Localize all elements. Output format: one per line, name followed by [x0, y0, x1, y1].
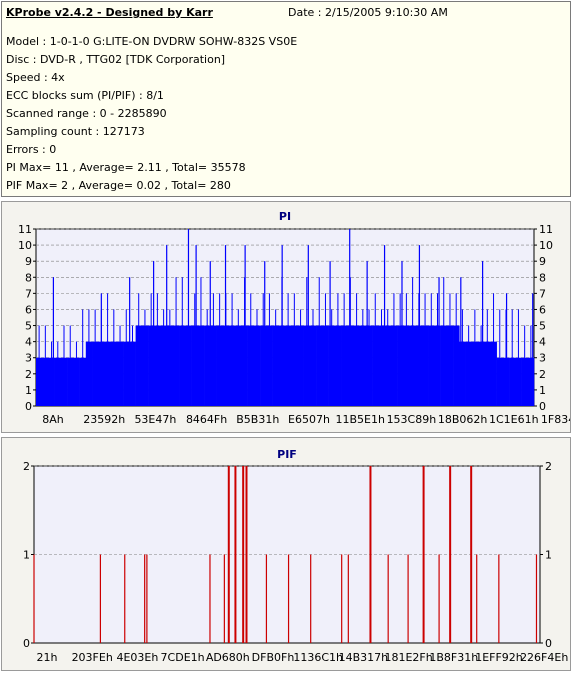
- x-tick-label: 1F834Eh: [541, 413, 570, 426]
- x-tick-label: 1C1E61h: [489, 413, 539, 426]
- x-tick-label: 153C89h: [387, 413, 437, 426]
- info-ecc-sum: ECC blocks sum (PI/PIF) : 8/1: [6, 89, 164, 102]
- x-tick-label: 53E47h: [134, 413, 176, 426]
- y-tick-label-right: 1: [539, 384, 546, 397]
- y-tick-label-left: 4: [25, 336, 32, 349]
- x-tick-label: DFB0Fh: [252, 651, 295, 664]
- y-tick-label-right: 0: [545, 637, 552, 650]
- x-tick-label: AD680h: [206, 651, 250, 664]
- x-tick-label: 21h: [37, 651, 58, 664]
- y-tick-label-left: 5: [25, 320, 32, 333]
- y-tick-label-left: 0: [25, 400, 32, 413]
- chart-title: PIF: [277, 448, 297, 461]
- info-scanned-range: Scanned range : 0 - 2285890: [6, 107, 167, 120]
- x-tick-label: 11B5E1h: [335, 413, 384, 426]
- pif-chart-panel: PIF 0 0 1 1 2 2 21h 203FEh 4E03Eh 7CDE1h AD680h DFB0…: [1, 437, 571, 671]
- x-tick-label: 8Ah: [42, 413, 64, 426]
- x-tick-label: B5B31h: [236, 413, 279, 426]
- y-tick-label-left: 10: [18, 239, 32, 252]
- y-tick-label-left: 0: [23, 637, 30, 650]
- y-tick-label-right: 10: [539, 239, 553, 252]
- y-tick-label-right: 9: [539, 255, 546, 268]
- y-tick-label-right: 3: [539, 352, 546, 365]
- info-pi-stats: PI Max= 11 , Average= 2.11 , Total= 3557…: [6, 161, 246, 174]
- pi-chart-panel: PI 0 0 1 1 2 2 3 3 4 4 5 5 6 6 7 7 8 8 9 9 10 10 11 11 8Ah 23592h 5…: [1, 201, 572, 433]
- x-tick-label: E6507h: [288, 413, 330, 426]
- y-tick-label-left: 6: [25, 303, 32, 316]
- y-tick-label-right: 2: [545, 460, 552, 473]
- x-tick-label: 8464Fh: [186, 413, 227, 426]
- info-panel: KProbe v2.4.2 - Designed by Karr Date : …: [1, 1, 571, 197]
- pif-chart: PIF 0 0 1 1 2 2 21h 203FEh 4E03Eh 7CDE1h AD680h DFB0…: [23, 448, 568, 664]
- x-tick-label: 226F4Eh: [520, 651, 568, 664]
- info-errors: Errors : 0: [6, 143, 57, 156]
- info-disc: Disc : DVD-R , TTG02 [TDK Corporation]: [6, 53, 226, 66]
- y-tick-label-left: 7: [25, 287, 32, 300]
- info-pif-stats: PIF Max= 2 , Average= 0.02 , Total= 280: [6, 179, 231, 192]
- y-tick-label-left: 3: [25, 352, 32, 365]
- y-tick-label-right: 8: [539, 271, 546, 284]
- x-tick-label: 181E2Fh: [384, 651, 432, 664]
- y-tick-label-right: 4: [539, 336, 546, 349]
- y-tick-label-left: 11: [18, 223, 32, 236]
- x-tick-label: 14B317h: [339, 651, 389, 664]
- info-speed: Speed : 4x: [6, 71, 65, 84]
- scan-date: Date : 2/15/2005 9:10:30 AM: [288, 6, 448, 19]
- y-tick-label-left: 1: [25, 384, 32, 397]
- x-tick-label: 23592h: [83, 413, 125, 426]
- x-tick-label: 203FEh: [72, 651, 113, 664]
- y-tick-label-right: 5: [539, 320, 546, 333]
- y-tick-label-right: 11: [539, 223, 553, 236]
- x-tick-label: 18B062h: [438, 413, 488, 426]
- x-tick-label: 4E03Eh: [116, 651, 158, 664]
- info-model: Model : 1-0-1-0 G:LITE-ON DVDRW SOHW-832…: [6, 35, 298, 48]
- y-tick-label-left: 1: [23, 549, 30, 562]
- y-tick-label-right: 6: [539, 303, 546, 316]
- y-tick-label-right: 0: [539, 400, 546, 413]
- y-tick-label-left: 2: [23, 460, 30, 473]
- x-tick-label: 1136C1h: [293, 651, 343, 664]
- y-tick-label-right: 7: [539, 287, 546, 300]
- info-sampling-count: Sampling count : 127173: [6, 125, 145, 138]
- y-tick-label-right: 1: [545, 549, 552, 562]
- y-tick-label-left: 8: [25, 271, 32, 284]
- x-tick-label: 1EFF92h: [475, 651, 523, 664]
- chart-title: PI: [279, 210, 291, 223]
- x-tick-label: 7CDE1h: [161, 651, 205, 664]
- x-tick-label: 1B8F31h: [429, 651, 478, 664]
- y-tick-label-left: 2: [25, 368, 32, 381]
- app-title: KProbe v2.4.2 - Designed by Karr: [6, 6, 213, 19]
- y-tick-label-left: 9: [25, 255, 32, 268]
- y-tick-label-right: 2: [539, 368, 546, 381]
